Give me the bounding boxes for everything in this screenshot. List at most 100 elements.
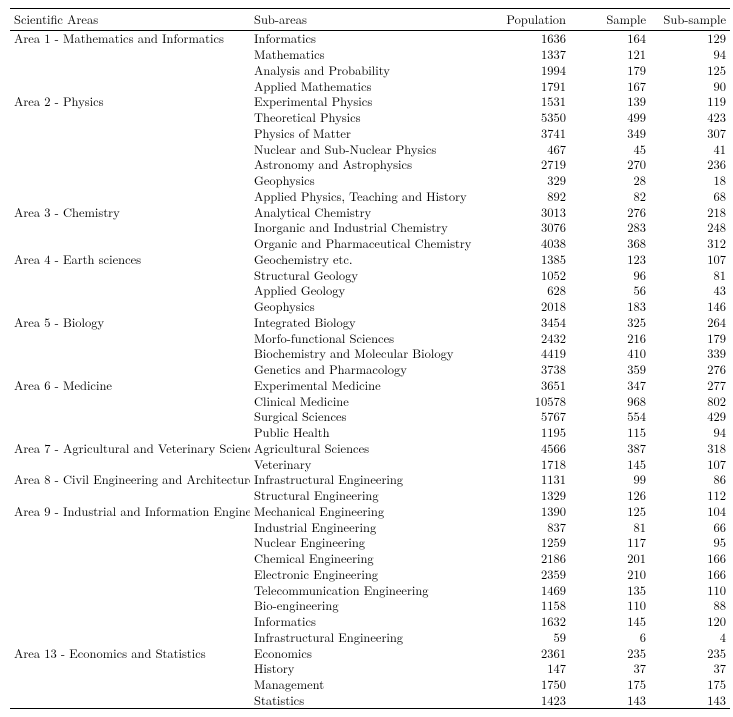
cell-subarea: Analysis and Probability: [250, 62, 480, 78]
cell-area: [10, 157, 250, 173]
cell-sample: 117: [570, 535, 650, 551]
cell-subarea: Public Health: [250, 425, 480, 441]
cell-area: [10, 125, 250, 141]
table-row: Structural Geology10529681: [10, 267, 730, 283]
cell-subarea: Organic and Pharmaceutical Chemistry: [250, 236, 480, 252]
cell-sample: 276: [570, 204, 650, 220]
cell-subarea: Biochemistry and Molecular Biology: [250, 346, 480, 362]
cell-subsample: 120: [650, 614, 730, 630]
cell-population: 329: [480, 173, 570, 189]
cell-population: 1131: [480, 472, 570, 488]
cell-area: [10, 425, 250, 441]
cell-area: [10, 299, 250, 315]
cell-population: 1994: [480, 62, 570, 78]
cell-sample: 175: [570, 677, 650, 693]
cell-area: [10, 267, 250, 283]
cell-subsample: 312: [650, 236, 730, 252]
cell-subarea: Infrastructural Engineering: [250, 629, 480, 645]
cell-population: 1750: [480, 677, 570, 693]
cell-subarea: Structural Engineering: [250, 488, 480, 504]
cell-sample: 96: [570, 267, 650, 283]
cell-population: 4419: [480, 346, 570, 362]
cell-subsample: 66: [650, 519, 730, 535]
table-row: History1473737: [10, 661, 730, 677]
cell-subsample: 318: [650, 440, 730, 456]
table-row: Morfo-functional Sciences2432216179: [10, 330, 730, 346]
cell-subarea: Nuclear and Sub-Nuclear Physics: [250, 141, 480, 157]
cell-subsample: 146: [650, 299, 730, 315]
cell-subsample: 104: [650, 503, 730, 519]
table-header-row: Scientific Areas Sub-areas Population Sa…: [10, 9, 730, 31]
cell-subsample: 110: [650, 582, 730, 598]
cell-sample: 123: [570, 251, 650, 267]
table-row: Nuclear Engineering125911795: [10, 535, 730, 551]
cell-subsample: 175: [650, 677, 730, 693]
table-row: Area 1 - Mathematics and InformaticsInfo…: [10, 30, 730, 46]
cell-area: [10, 220, 250, 236]
cell-population: 1158: [480, 598, 570, 614]
cell-subarea: Genetics and Pharmacology: [250, 362, 480, 378]
cell-sample: 126: [570, 488, 650, 504]
cell-area: [10, 488, 250, 504]
cell-subarea: Mechanical Engineering: [250, 503, 480, 519]
cell-population: 3076: [480, 220, 570, 236]
cell-population: 2719: [480, 157, 570, 173]
table-row: Area 9 - Industrial and Information Engi…: [10, 503, 730, 519]
table-row: Applied Mathematics179116790: [10, 78, 730, 94]
cell-area: [10, 598, 250, 614]
cell-subarea: Astronomy and Astrophysics: [250, 157, 480, 173]
cell-sample: 235: [570, 645, 650, 661]
cell-subsample: 107: [650, 456, 730, 472]
table-row: Informatics1632145120: [10, 614, 730, 630]
cell-subarea: Statistics: [250, 692, 480, 708]
cell-subsample: 339: [650, 346, 730, 362]
cell-subsample: 429: [650, 409, 730, 425]
table-row: Area 6 - MedicineExperimental Medicine36…: [10, 377, 730, 393]
cell-subarea: Telecommunication Engineering: [250, 582, 480, 598]
cell-sample: 121: [570, 47, 650, 63]
cell-subarea: Informatics: [250, 614, 480, 630]
cell-subarea: Experimental Medicine: [250, 377, 480, 393]
cell-subarea: Inorganic and Industrial Chemistry: [250, 220, 480, 236]
table-row: Geophysics3292818: [10, 173, 730, 189]
cell-area: [10, 409, 250, 425]
cell-sample: 110: [570, 598, 650, 614]
cell-subarea: Chemical Engineering: [250, 551, 480, 567]
cell-area: Area 9 - Industrial and Information Engi…: [10, 503, 250, 519]
cell-subarea: Nuclear Engineering: [250, 535, 480, 551]
cell-population: 5767: [480, 409, 570, 425]
cell-area: [10, 346, 250, 362]
cell-area: [10, 173, 250, 189]
table-row: Nuclear and Sub-Nuclear Physics4674541: [10, 141, 730, 157]
cell-subarea: Economics: [250, 645, 480, 661]
cell-population: 1329: [480, 488, 570, 504]
cell-subsample: 112: [650, 488, 730, 504]
cell-population: 3741: [480, 125, 570, 141]
col-header-subsample: Sub-sample: [650, 9, 730, 31]
cell-area: Area 3 - Chemistry: [10, 204, 250, 220]
table-row: Area 4 - Earth sciencesGeochemistry etc.…: [10, 251, 730, 267]
cell-subsample: 264: [650, 314, 730, 330]
cell-sample: 270: [570, 157, 650, 173]
cell-sample: 167: [570, 78, 650, 94]
cell-sample: 387: [570, 440, 650, 456]
cell-area: [10, 614, 250, 630]
cell-subarea: Bio-engineering: [250, 598, 480, 614]
cell-subsample: 166: [650, 566, 730, 582]
cell-population: 837: [480, 519, 570, 535]
cell-sample: 99: [570, 472, 650, 488]
col-header-areas: Scientific Areas: [10, 9, 250, 31]
cell-subarea: Structural Geology: [250, 267, 480, 283]
cell-population: 4566: [480, 440, 570, 456]
cell-subarea: Integrated Biology: [250, 314, 480, 330]
table-row: Clinical Medicine10578968802: [10, 393, 730, 409]
cell-population: 1195: [480, 425, 570, 441]
cell-subsample: 95: [650, 535, 730, 551]
cell-population: 10578: [480, 393, 570, 409]
cell-sample: 28: [570, 173, 650, 189]
cell-sample: 45: [570, 141, 650, 157]
cell-area: Area 5 - Biology: [10, 314, 250, 330]
cell-subarea: Infrastructural Engineering: [250, 472, 480, 488]
cell-sample: 82: [570, 188, 650, 204]
cell-area: [10, 456, 250, 472]
